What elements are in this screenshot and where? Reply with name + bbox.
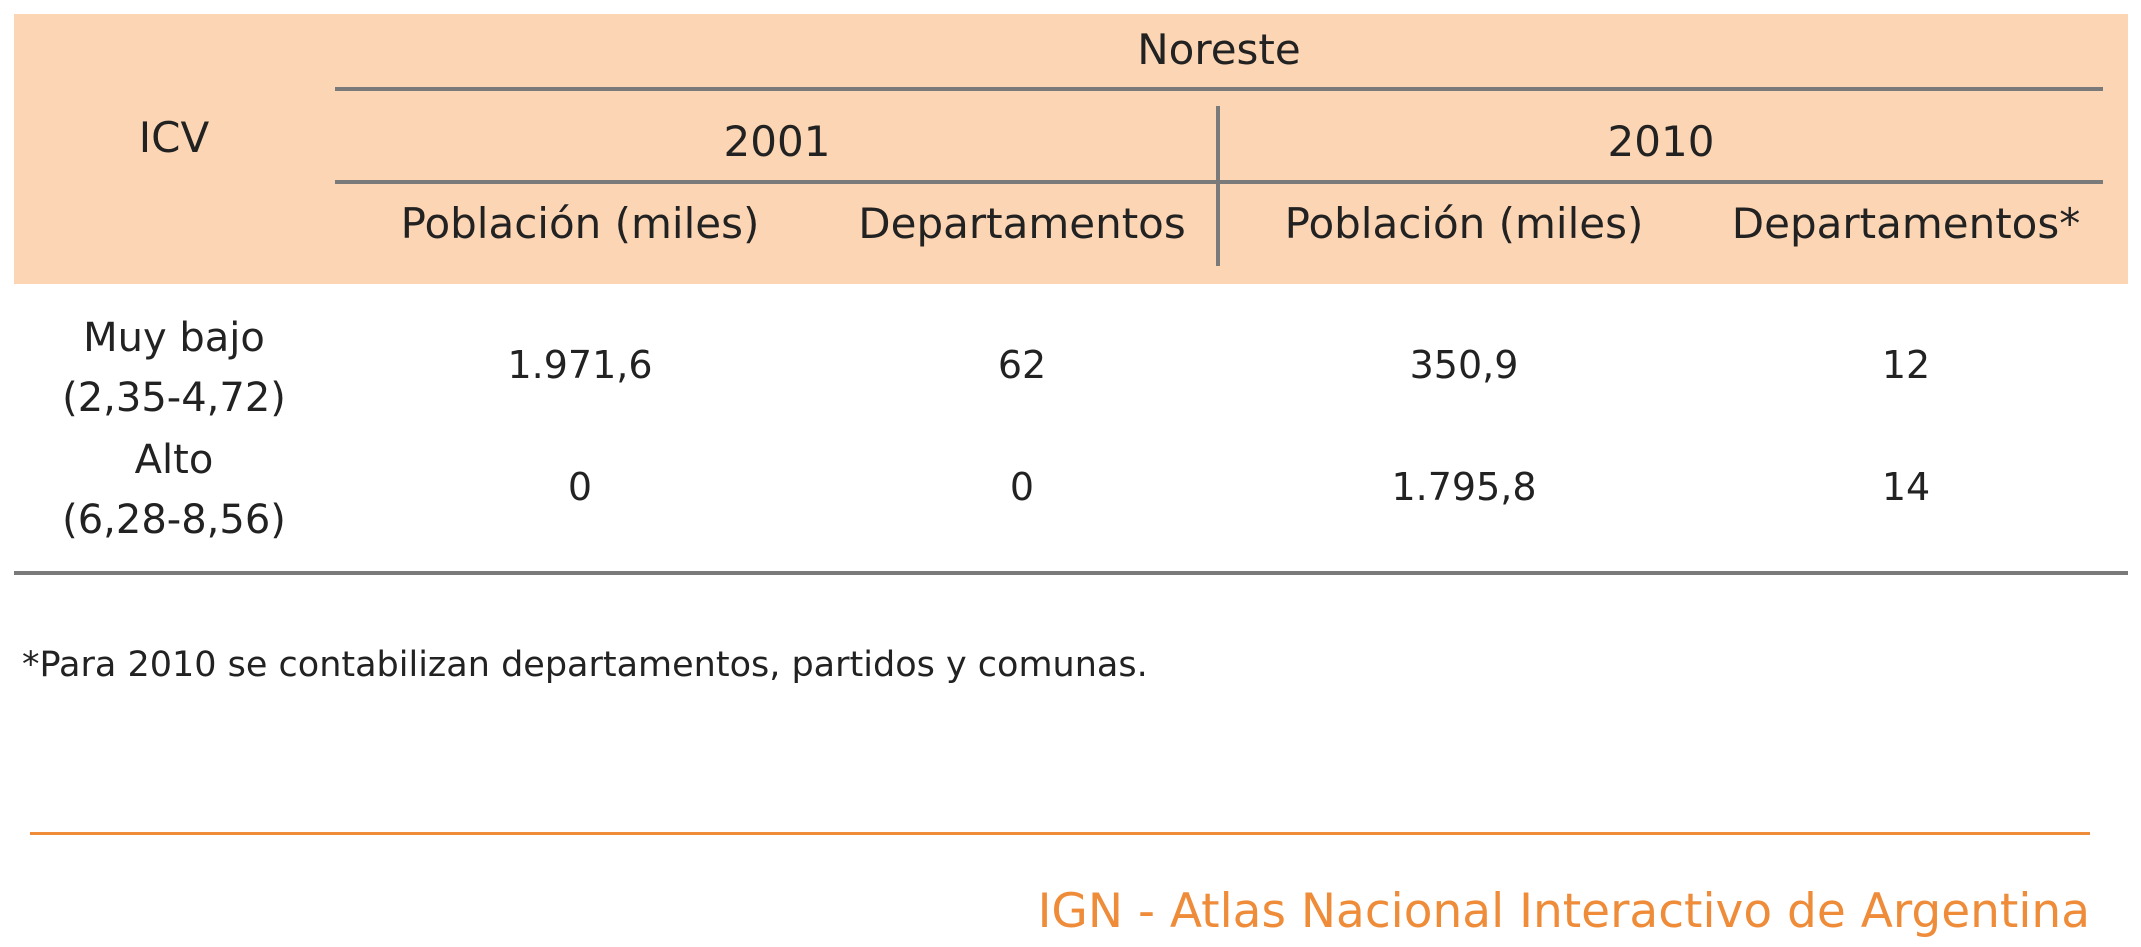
- cell-poblacion-2001: 1.971,6: [507, 343, 653, 387]
- cell-poblacion-2001: 0: [567, 465, 593, 509]
- region-header: Noreste: [1137, 25, 1301, 74]
- header-divider-top: [335, 87, 2103, 91]
- cell-poblacion-2010: 1.795,8: [1391, 465, 1537, 509]
- table-header-background: [14, 14, 2128, 284]
- row-header-icv: ICV: [138, 113, 210, 162]
- cell-departamentos-2001: 0: [1009, 465, 1035, 509]
- cell-departamentos-2001: 62: [997, 343, 1047, 387]
- year-divider-vertical: [1216, 106, 1220, 266]
- cell-departamentos-2010: 12: [1881, 343, 1931, 387]
- column-header-poblacion-2001: Población (miles): [400, 199, 760, 248]
- cell-departamentos-2010: 14: [1881, 465, 1931, 509]
- header-divider-bottom: [335, 180, 2103, 184]
- row-label-muy-bajo: Muy bajo: [83, 315, 265, 361]
- year-header-2010: 2010: [1607, 117, 1715, 166]
- column-header-departamentos-2010: Departamentos*: [1731, 199, 2081, 248]
- footnote: *Para 2010 se contabilizan departamentos…: [22, 645, 1148, 685]
- cell-poblacion-2010: 350,9: [1409, 343, 1519, 387]
- row-label-alto-range: (6,28-8,56): [62, 497, 286, 543]
- row-label-alto: Alto: [134, 437, 214, 483]
- column-header-departamentos-2001: Departamentos: [858, 199, 1186, 248]
- year-header-2001: 2001: [723, 117, 831, 166]
- table-bottom-rule: [14, 571, 2128, 575]
- row-label-muy-bajo-range: (2,35-4,72): [62, 375, 286, 421]
- footer-divider: [30, 832, 2090, 835]
- column-header-poblacion-2010: Población (miles): [1284, 199, 1644, 248]
- footer-credit: IGN - Atlas Nacional Interactivo de Arge…: [1037, 884, 2090, 939]
